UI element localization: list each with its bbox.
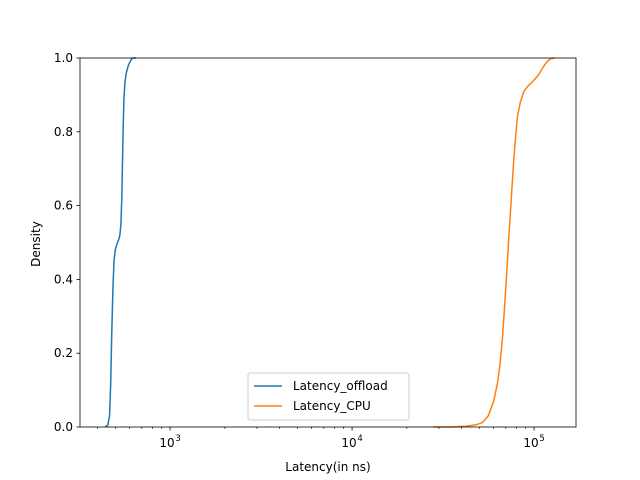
series-line-0 (104, 57, 137, 428)
plot-area (79, 57, 577, 428)
y-axis-label: Density (29, 221, 43, 267)
y-axis-ticks: 0.0 0.2 0.4 0.6 0.8 1.0 (54, 51, 80, 434)
x-tick-exponent: 4 (357, 434, 362, 444)
y-tick-label: 0.8 (54, 125, 73, 139)
y-tick-label: 0.2 (54, 346, 73, 360)
y-tick-label: 0.0 (54, 420, 73, 434)
x-tick-label: 10 (523, 436, 538, 450)
x-tick-label: 10 (159, 436, 174, 450)
y-tick-label: 0.4 (54, 272, 73, 286)
y-tick-label: 0.6 (54, 199, 73, 213)
plot-frame (79, 57, 577, 428)
series-line-1 (433, 57, 555, 428)
x-axis-ticks: 10 3 10 4 10 5 (97, 427, 545, 450)
y-tick-label: 1.0 (54, 51, 73, 65)
legend-label-0: Latency_offload (293, 379, 388, 393)
x-tick-exponent: 3 (175, 434, 180, 444)
x-tick-label: 10 (341, 436, 356, 450)
legend: Latency_offload Latency_CPU (247, 372, 410, 421)
x-axis-label: Latency(in ns) (285, 460, 370, 474)
x-tick-exponent: 5 (539, 434, 544, 444)
legend-box (247, 372, 410, 421)
legend-label-1: Latency_CPU (293, 399, 371, 413)
